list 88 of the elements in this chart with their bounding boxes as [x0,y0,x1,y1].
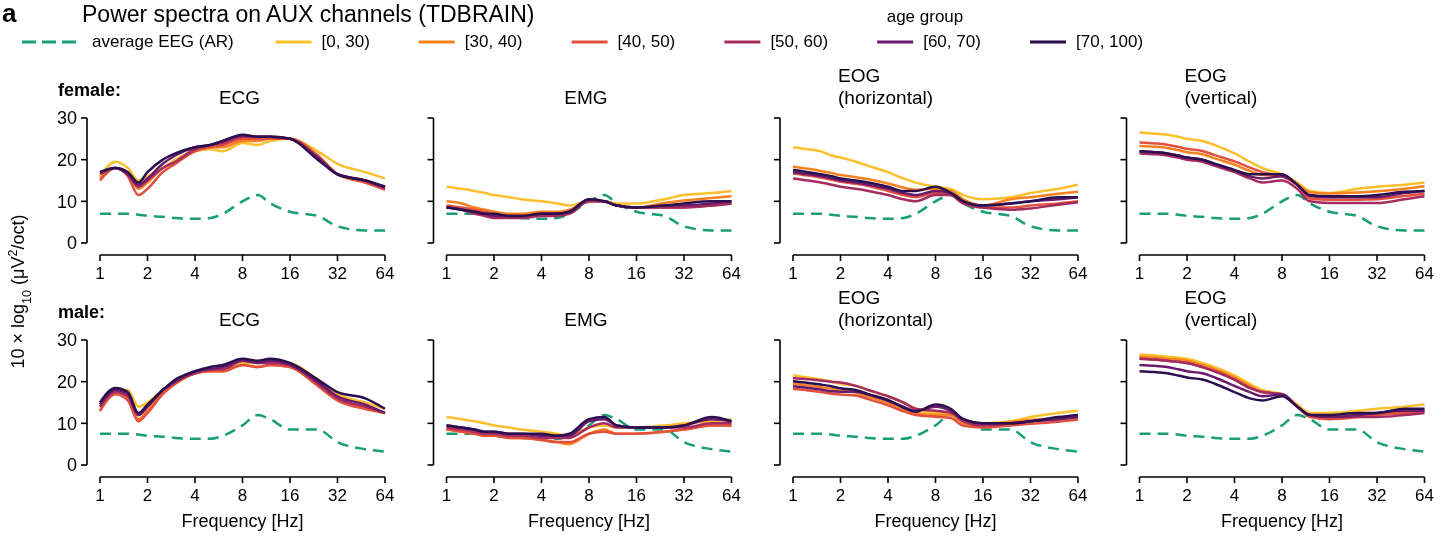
x-tick-label: 32 [328,486,347,505]
x-tick-label: 4 [883,486,893,505]
x-tick-label: 32 [1367,486,1387,505]
x-tick-label: 32 [674,486,694,505]
x-tick-label: 64 [375,264,395,283]
x-tick-label: 8 [930,486,941,505]
x-tick-label: 16 [627,264,646,283]
legend-label: [30, 40) [464,32,523,51]
x-tick-label: 16 [973,264,993,283]
y-tick-label: 30 [56,108,77,129]
y-tick-label: 0 [66,233,77,254]
legend-label: [60, 70) [923,32,981,51]
x-axis-title: Frequency [Hz] [181,511,304,531]
chart-title: EOG (horizontal) [838,65,934,108]
x-tick-label: 2 [835,264,846,283]
x-tick-label: 8 [584,486,594,505]
x-tick-label: 32 [674,264,694,283]
text: a [2,0,17,28]
y-tick-label: 10 [56,191,77,212]
x-tick-label: 2 [1182,264,1192,283]
y-tick-label: 20 [56,149,77,170]
x-tick-label: 8 [237,486,248,505]
x-tick-label: 16 [627,486,646,505]
x-tick-label: 1 [95,264,105,283]
x-tick-label: 64 [375,486,395,505]
x-tick-label: 8 [930,264,941,283]
x-tick-label: 1 [441,264,452,283]
x-tick-label: 1 [95,486,105,505]
x-tick-label: 64 [1415,264,1434,283]
x-tick-label: 1 [441,486,452,505]
y-tick-label: 20 [56,371,77,392]
x-tick-label: 32 [328,264,347,283]
legend-label: [50, 60) [770,32,829,51]
x-tick-label: 2 [489,486,499,505]
x-tick-label: 64 [1068,264,1088,283]
x-tick-label: 16 [280,486,300,505]
x-tick-label: 8 [237,264,248,283]
x-tick-label: 4 [1229,486,1240,505]
chart-title: EOG (vertical) [1184,65,1258,108]
y-tick-label: 10 [56,413,77,434]
legend-label: [0, 30) [321,32,370,51]
x-tick-label: 64 [1068,486,1088,505]
x-tick-label: 8 [1277,264,1287,283]
x-tick-label: 4 [536,486,547,505]
x-tick-label: 4 [190,264,200,283]
text: male: [58,302,106,322]
x-tick-label: 16 [1320,486,1339,505]
legend-label: [40, 50) [617,32,676,51]
x-tick-label: 4 [190,486,200,505]
x-tick-label: 4 [1229,264,1240,283]
y-tick-label: 30 [56,330,77,351]
x-axis-title: Frequency [Hz] [874,511,997,531]
chart-title: ECG [218,87,261,108]
legend-title: age group [886,7,964,26]
chart-title: EMG [564,87,608,108]
legend-label: average EEG (AR) [92,32,234,51]
x-tick-label: 2 [1182,486,1192,505]
legend-label: [70, 100) [1076,32,1144,51]
x-tick-label: 2 [835,486,846,505]
text: female: [58,80,122,100]
y-tick-label: 0 [66,455,77,476]
text: Power spectra on AUX channels (TDBRAIN) [82,1,535,27]
x-tick-label: 2 [142,486,153,505]
x-tick-label: 1 [1134,486,1145,505]
x-tick-label: 8 [584,264,594,283]
x-tick-label: 1 [788,486,798,505]
x-tick-label: 32 [1367,264,1387,283]
x-tick-label: 32 [1021,264,1040,283]
x-tick-label: 4 [536,264,547,283]
chart-title: ECG [218,309,261,330]
x-tick-label: 32 [1021,486,1040,505]
x-tick-label: 64 [722,264,741,283]
x-tick-label: 8 [1277,486,1287,505]
chart-title: EOG (vertical) [1184,287,1258,330]
x-tick-label: 1 [1134,264,1145,283]
x-tick-label: 1 [788,264,798,283]
x-tick-label: 4 [883,264,893,283]
chart-title: EOG (horizontal) [838,287,934,330]
x-tick-label: 2 [142,264,153,283]
x-tick-label: 16 [1320,264,1339,283]
x-tick-label: 16 [280,264,300,283]
x-tick-label: 16 [973,486,993,505]
x-tick-label: 2 [489,264,499,283]
x-axis-title: Frequency [Hz] [1220,511,1344,531]
x-axis-title: Frequency [Hz] [527,511,651,531]
x-tick-label: 64 [722,486,741,505]
chart-title: EMG [564,309,608,330]
x-tick-label: 64 [1415,486,1434,505]
